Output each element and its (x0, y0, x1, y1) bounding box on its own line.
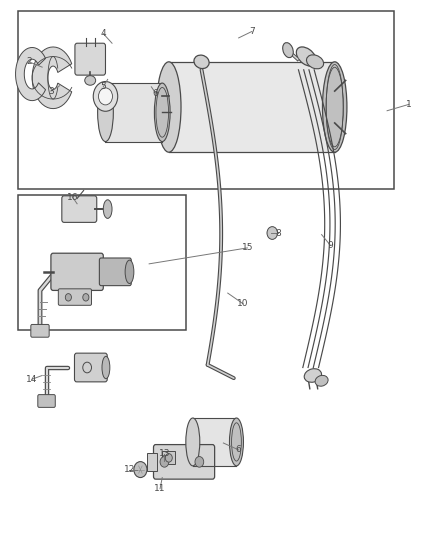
Circle shape (99, 88, 113, 105)
Text: 13: 13 (159, 449, 170, 458)
FancyBboxPatch shape (38, 394, 55, 407)
FancyBboxPatch shape (75, 43, 106, 75)
FancyBboxPatch shape (51, 253, 103, 290)
Ellipse shape (297, 47, 316, 66)
Bar (18, 195, 186, 330)
Ellipse shape (85, 76, 95, 85)
Ellipse shape (103, 200, 112, 219)
Ellipse shape (102, 357, 110, 378)
Text: 1: 1 (406, 100, 412, 109)
Ellipse shape (98, 83, 113, 142)
FancyBboxPatch shape (62, 196, 97, 222)
Text: 8: 8 (275, 229, 281, 238)
FancyBboxPatch shape (99, 258, 131, 286)
Text: 14: 14 (26, 375, 38, 384)
Circle shape (134, 462, 147, 478)
Circle shape (160, 457, 169, 467)
Text: 12: 12 (124, 465, 135, 474)
Circle shape (165, 454, 172, 462)
Bar (18, 11, 394, 189)
Text: 4: 4 (100, 29, 106, 38)
Text: 7: 7 (249, 27, 254, 36)
Text: 6: 6 (153, 88, 159, 98)
Bar (106, 83, 162, 142)
Text: 9: 9 (328, 241, 333, 250)
Text: 16: 16 (67, 193, 78, 202)
Ellipse shape (125, 260, 134, 284)
FancyBboxPatch shape (31, 325, 49, 337)
Polygon shape (32, 47, 72, 109)
Polygon shape (16, 47, 46, 101)
Circle shape (83, 294, 89, 301)
Ellipse shape (154, 83, 170, 142)
Ellipse shape (304, 369, 321, 382)
Text: 2: 2 (26, 58, 32, 66)
Bar (162, 451, 175, 464)
Circle shape (93, 82, 118, 111)
Text: 15: 15 (242, 244, 253, 253)
Bar (193, 418, 237, 466)
Ellipse shape (283, 43, 293, 58)
Text: 5: 5 (100, 82, 106, 91)
FancyBboxPatch shape (153, 445, 215, 479)
Bar (147, 453, 156, 471)
Ellipse shape (186, 418, 200, 466)
FancyBboxPatch shape (58, 289, 92, 305)
Text: 3: 3 (48, 86, 54, 95)
Ellipse shape (230, 418, 244, 466)
Bar (169, 62, 335, 152)
Ellipse shape (194, 55, 209, 69)
Circle shape (267, 227, 278, 239)
Circle shape (65, 294, 71, 301)
Text: 11: 11 (154, 484, 166, 493)
Circle shape (195, 457, 204, 467)
Ellipse shape (322, 62, 347, 152)
Ellipse shape (307, 55, 324, 69)
Ellipse shape (315, 375, 328, 386)
FancyBboxPatch shape (74, 353, 107, 382)
Ellipse shape (156, 62, 181, 152)
Text: 6: 6 (236, 446, 241, 455)
Text: 10: 10 (237, 299, 249, 308)
